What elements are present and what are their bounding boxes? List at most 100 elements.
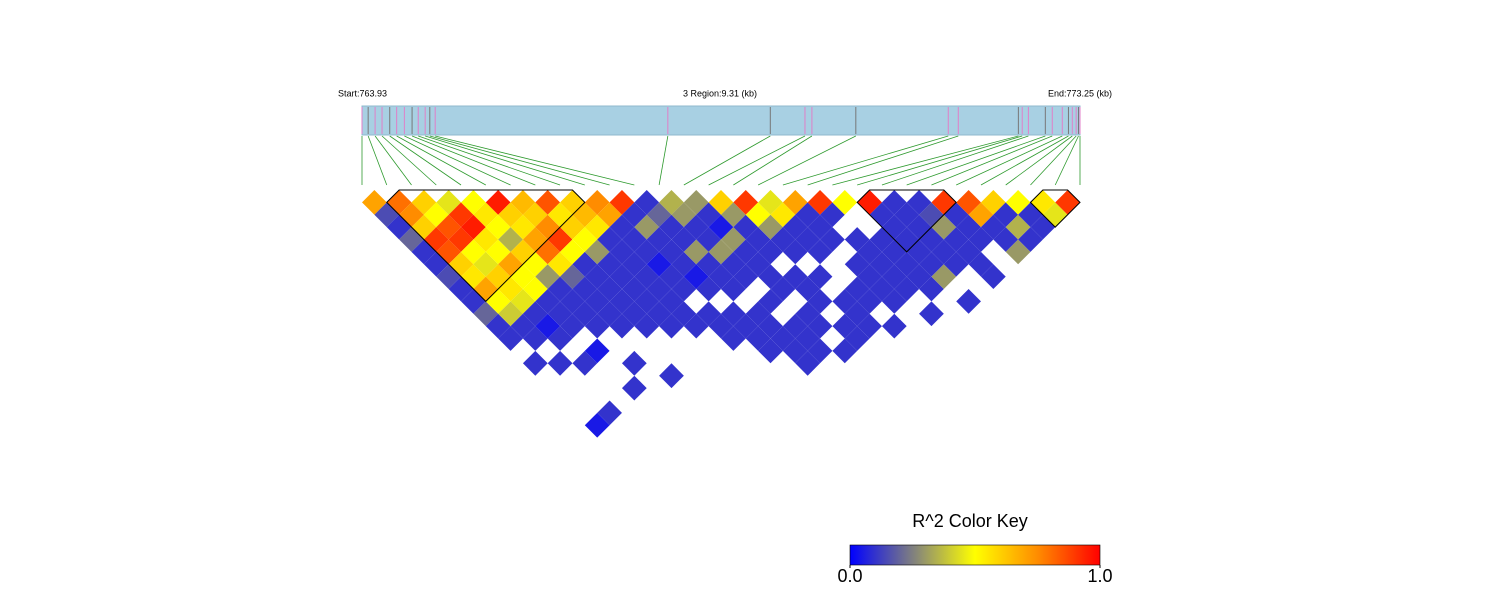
ld-cell: [758, 338, 783, 364]
colorkey-tick-label: 1.0: [1087, 566, 1112, 586]
ld-cell: [857, 264, 882, 290]
ld-cell: [807, 264, 833, 290]
ld-cell: [844, 276, 870, 302]
colorkey-tick-label: 0.0: [837, 566, 862, 586]
snp-connector: [411, 135, 536, 186]
snp-connector: [956, 135, 1063, 186]
ld-cell: [621, 375, 647, 401]
ld-cell: [498, 326, 523, 351]
ld-cell: [535, 313, 561, 339]
ld-cell: [535, 190, 561, 215]
ld-cell: [869, 276, 895, 302]
ld-cell: [535, 289, 561, 314]
ld-cell: [634, 264, 660, 290]
ld-cell: [659, 363, 684, 389]
snp-connector: [708, 135, 806, 186]
ld-cell: [671, 251, 697, 277]
ld-cell: [609, 214, 635, 240]
ld-cell: [708, 313, 734, 339]
ld-cell: [832, 338, 858, 364]
ld-cell: [708, 214, 734, 240]
ld-cell: [609, 289, 635, 314]
ld-cell: [807, 239, 833, 265]
ld-cell: [795, 202, 821, 228]
ld-cell: [584, 338, 610, 364]
ld-cell: [646, 301, 672, 327]
ld-block: [856, 189, 957, 253]
ld-cell: [968, 227, 994, 252]
end-label: End:773.25 (kb): [1048, 88, 1112, 98]
ld-cell: [807, 190, 833, 215]
ld-cell: [807, 214, 833, 240]
ld-cell: [572, 202, 598, 228]
ld-cell: [634, 289, 660, 314]
ld-cell: [770, 276, 796, 302]
ld-cell: [857, 289, 882, 314]
ld-cell: [733, 214, 759, 240]
ld-cell: [510, 214, 536, 240]
ld-cell: [510, 289, 536, 314]
ld-cell: [993, 202, 1019, 228]
ld-cell: [696, 251, 721, 277]
ld-cell: [931, 264, 957, 290]
ld-cell: [782, 190, 808, 215]
snp-connector: [881, 135, 1029, 186]
ld-cell: [795, 227, 821, 252]
ld-cell: [1018, 227, 1043, 252]
ld-cell: [881, 289, 907, 314]
ld-cell: [498, 202, 523, 228]
ld-cell: [758, 289, 783, 314]
ld-cell: [522, 326, 548, 351]
ld-cell: [807, 313, 833, 339]
ld-cell: [535, 214, 561, 240]
ld-cell: [770, 202, 796, 228]
snp-connector: [980, 135, 1069, 186]
snp-connector: [906, 135, 1046, 186]
ld-cell: [832, 313, 858, 339]
ld-cell: [485, 313, 511, 339]
ld-cell: [584, 190, 610, 215]
ld-cell: [572, 301, 598, 327]
ld-cell: [547, 251, 573, 277]
ld-cell: [770, 227, 796, 252]
ld-block: [1029, 189, 1081, 228]
ld-cell: [832, 289, 858, 314]
ld-cell: [708, 264, 734, 290]
snp-connector: [658, 135, 669, 186]
ld-cell: [881, 190, 907, 215]
region-bar: [361, 105, 1081, 136]
ld-cell: [547, 326, 573, 351]
ld-cell: [547, 350, 573, 376]
ld-cell: [708, 190, 734, 215]
ld-cell: [510, 313, 536, 339]
ld-cell: [634, 190, 660, 215]
ld-cell: [894, 276, 920, 302]
ld-cell: [609, 264, 635, 290]
ld-cell: [671, 301, 697, 327]
ld-cell: [956, 214, 981, 240]
ld-cell: [869, 227, 895, 252]
ld-cell: [597, 276, 622, 302]
ld-cell: [399, 227, 424, 252]
ld-cell: [560, 289, 585, 314]
ld-cell: [795, 301, 821, 327]
ld-cell: [1005, 190, 1031, 215]
snp-connector: [1054, 135, 1079, 186]
colorkey-title: R^2 Color Key: [912, 511, 1028, 531]
ld-cell: [535, 264, 561, 290]
ld-cell: [943, 251, 969, 277]
ld-cell: [646, 202, 672, 228]
start-label: Start:763.93: [338, 88, 387, 98]
ld-cell: [869, 251, 895, 277]
ld-cell: [721, 276, 746, 302]
ld-cell: [485, 239, 511, 265]
ld-cell: [485, 214, 511, 240]
ld-cell: [547, 301, 573, 327]
ld-cell: [572, 227, 598, 252]
ld-cell: [510, 190, 536, 215]
ld-cell: [857, 239, 882, 265]
ld-cell: [820, 202, 845, 228]
ld-cell: [733, 313, 759, 339]
snp-connector: [683, 135, 771, 186]
ld-cell: [956, 190, 981, 215]
